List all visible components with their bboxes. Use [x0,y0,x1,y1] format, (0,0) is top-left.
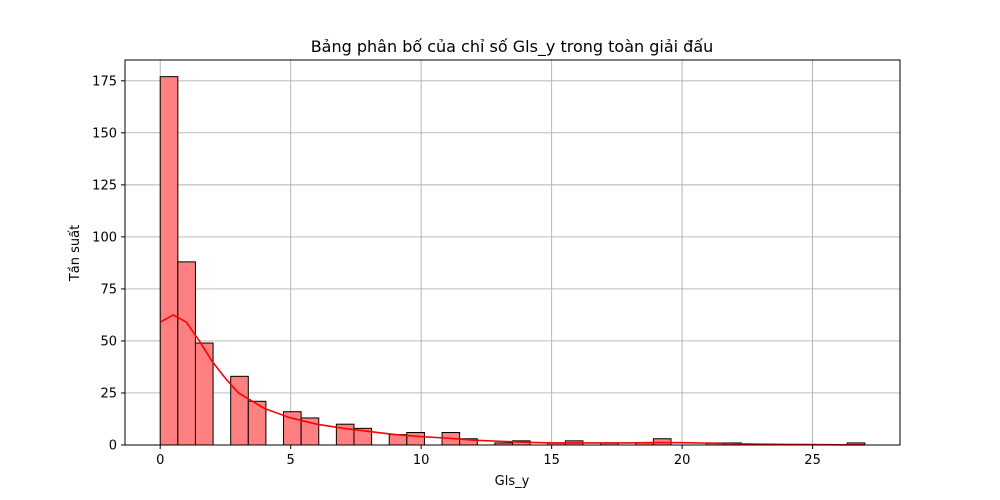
grid-layer [125,60,900,446]
x-axis-ticks: 0 5 10 15 20 25 [156,445,821,468]
bars-layer [159,76,866,446]
x-tick-label: 20 [674,453,691,468]
x-tick-label: 15 [543,453,560,468]
x-tick-label: 10 [413,453,430,468]
y-tick-label: 100 [92,230,117,245]
y-tick-label: 125 [92,178,117,193]
y-tick-label: 175 [92,74,117,89]
histogram-bar [388,434,408,446]
kde-layer [159,314,865,446]
y-tick-label: 50 [100,334,117,349]
histogram-bar [177,261,196,446]
histogram-bar [159,76,179,446]
y-tick-label: 0 [109,439,117,454]
y-tick-label: 25 [100,386,117,401]
y-tick-label: 75 [100,282,117,297]
y-axis-label: Tần suất [68,225,83,282]
x-tick-label: 25 [804,453,821,468]
y-tick-label: 150 [92,126,117,141]
chart-title: Bảng phân bố của chỉ số Gls_y trong toàn… [311,37,714,57]
histogram-bar [406,432,425,446]
kde-curve [159,314,865,446]
plot-frame [124,59,901,446]
x-axis-label: Gls_y [495,474,530,489]
x-tick-label: 0 [156,453,164,468]
x-tick-label: 5 [287,453,295,468]
y-axis-ticks: 0 25 50 75 100 125 150 175 [92,74,125,454]
